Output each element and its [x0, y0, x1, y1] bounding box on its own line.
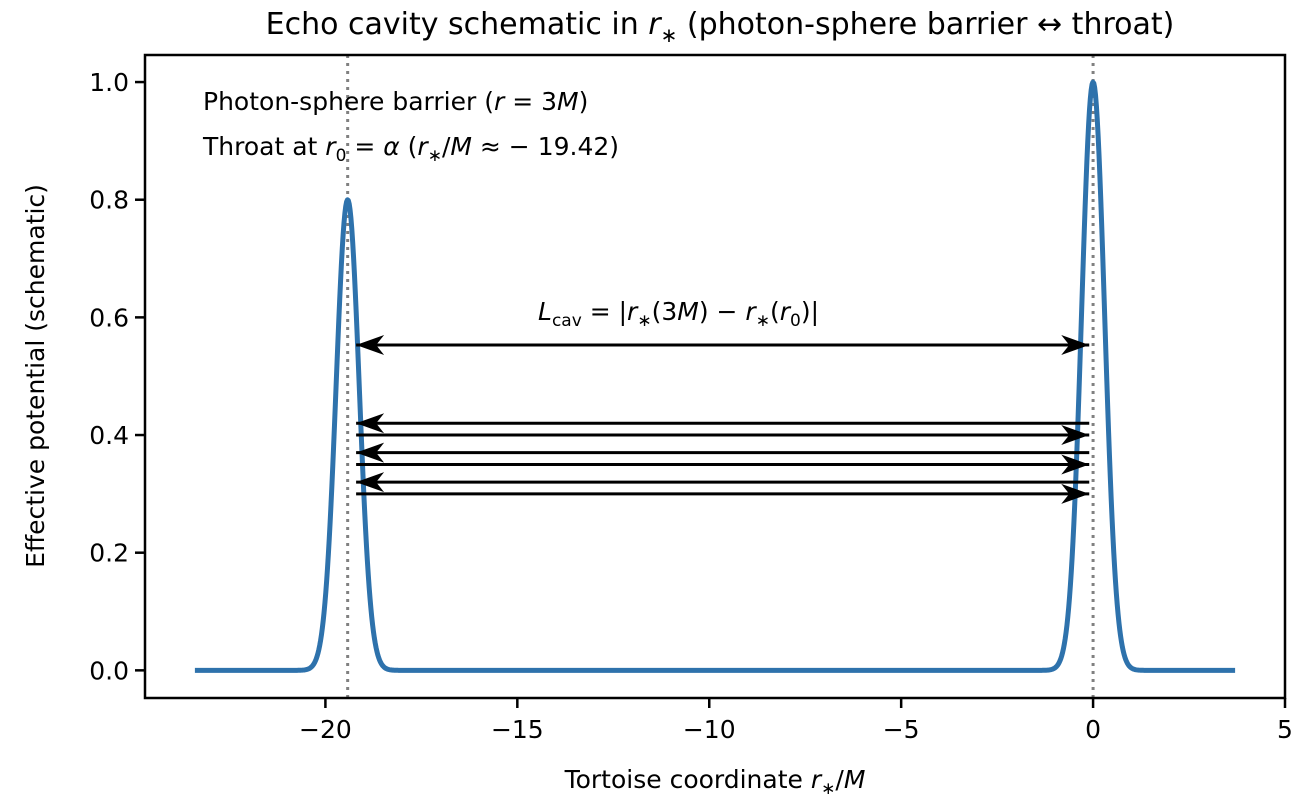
bounce-arrow-1-head — [1061, 425, 1090, 446]
x-tick-label: −15 — [491, 715, 544, 744]
chart-title: Echo cavity schematic in r∗ (photon-sphe… — [266, 7, 1175, 47]
x-tick-label: −10 — [683, 715, 736, 744]
plot-area — [143, 53, 1287, 700]
cavity-length-annotation: Lcav = |r∗(3M) − r∗(r0)| — [538, 297, 819, 331]
bounce-arrow-2-head — [356, 442, 385, 463]
y-tick-label: 0.4 — [89, 421, 129, 450]
bounce-arrow-5-head — [1061, 483, 1090, 504]
cavity-length-arrow-head — [1061, 335, 1090, 356]
x-axis-label: Tortoise coordinate r∗/M — [564, 765, 866, 799]
barrier-annotation: Photon-sphere barrier (r = 3M) — [203, 87, 588, 116]
x-tick-label: 5 — [1277, 715, 1293, 744]
y-axis-ticks: 0.0 0.2 0.4 0.6 0.8 1.0 — [89, 68, 145, 685]
potential-curve — [193, 79, 1237, 673]
cavity-length-arrow — [356, 335, 1090, 356]
y-tick-label: 0.6 — [89, 303, 129, 332]
bounce-arrow-5 — [356, 483, 1090, 504]
x-tick-label: 0 — [1085, 715, 1101, 744]
axes-frame — [143, 53, 1287, 700]
bounce-arrow-4-head — [356, 472, 385, 493]
bounce-arrow-3-head — [1061, 454, 1090, 475]
y-tick-label: 0.8 — [89, 186, 129, 215]
bounce-arrow-1 — [356, 425, 1090, 446]
bounce-arrow-0 — [356, 413, 1090, 434]
bounce-arrow-4 — [356, 472, 1090, 493]
y-tick-label: 1.0 — [89, 68, 129, 97]
y-tick-label: 0.2 — [89, 539, 129, 568]
y-tick-label: 0.0 — [89, 656, 129, 685]
cavity-length-arrow-head — [356, 335, 385, 356]
x-axis-ticks: −20 −15 −10 −5 0 5 — [299, 698, 1293, 744]
throat-annotation: Throat at r0 = α (r∗/M ≈ − 19.42) — [202, 132, 619, 166]
x-tick-label: −5 — [883, 715, 920, 744]
x-tick-label: −20 — [299, 715, 352, 744]
bounce-arrow-0-head — [356, 413, 385, 434]
y-axis-label: Effective potential (schematic) — [21, 184, 50, 568]
bounce-arrow-3 — [356, 454, 1090, 475]
bounce-arrow-2 — [356, 442, 1090, 463]
